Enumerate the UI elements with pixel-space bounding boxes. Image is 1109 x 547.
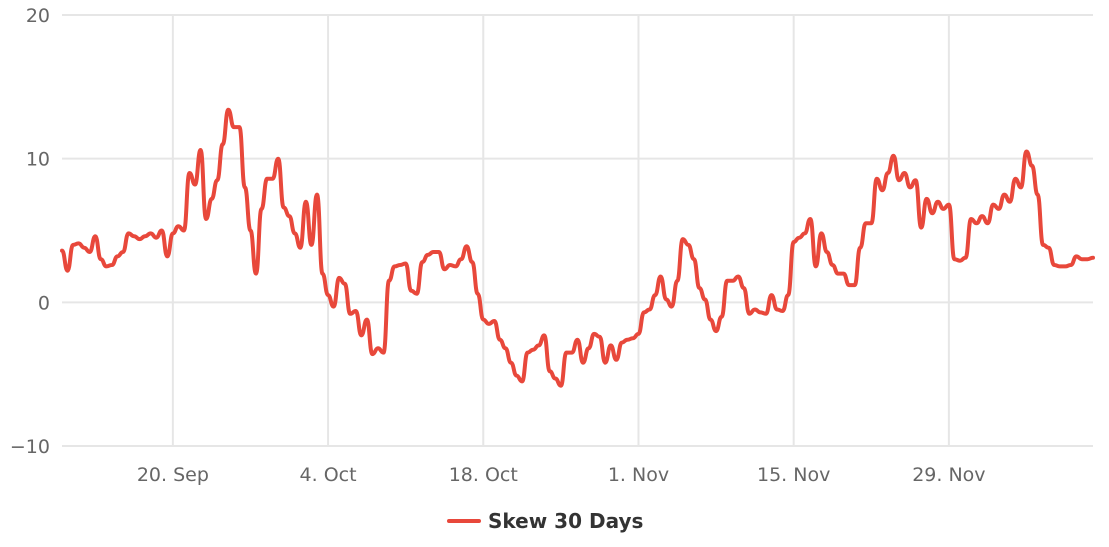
y-tick-label: 0 (38, 292, 50, 314)
y-tick-label: 10 (26, 149, 50, 171)
x-tick-label: 1. Nov (608, 464, 669, 486)
x-tick-label: 20. Sep (137, 464, 209, 486)
y-tick-label: −10 (10, 436, 50, 458)
x-gridlines (171, 15, 950, 446)
y-gridlines (62, 14, 1093, 447)
x-axis: 20. Sep 4. Oct 18. Oct 1. Nov 15. Nov 29. Nov (137, 464, 986, 486)
y-axis: 20 10 0 −10 (10, 5, 50, 458)
legend[interactable]: Skew 30 Days (447, 509, 643, 533)
y-tick-label: 20 (26, 5, 50, 27)
x-tick-label: 18. Oct (449, 464, 518, 486)
x-tick-label: 15. Nov (757, 464, 830, 486)
legend-label[interactable]: Skew 30 Days (488, 509, 643, 533)
series-layer (60, 107, 1095, 388)
x-tick-label: 29. Nov (912, 464, 985, 486)
x-tick-label: 4. Oct (300, 464, 357, 486)
series-line[interactable] (60, 107, 1095, 388)
